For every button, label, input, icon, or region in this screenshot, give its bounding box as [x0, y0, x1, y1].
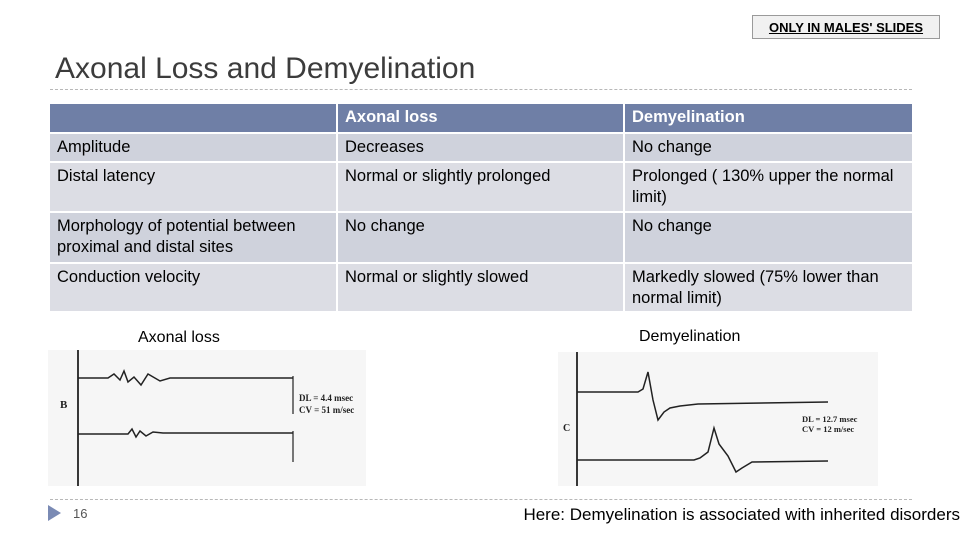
demyelination-ncs-trace: C DL = 12.7 msec CV = 12 m/sec	[558, 352, 878, 486]
comparison-table: Axonal loss Demyelination Amplitude Decr…	[48, 102, 914, 313]
table-cell: Normal or slightly prolonged	[336, 161, 625, 213]
table-cell: Markedly slowed (75% lower than normal l…	[623, 262, 914, 313]
table-cell: No change	[336, 211, 625, 264]
axonal-dl-label: DL = 4.4 msec	[299, 393, 353, 403]
table-cell: Amplitude	[48, 132, 338, 163]
demyelination-caption: Demyelination	[639, 328, 741, 345]
table-header-cell: Axonal loss	[336, 102, 625, 134]
bullet-arrow-icon	[48, 505, 61, 521]
table-header-row: Axonal loss Demyelination	[48, 102, 914, 134]
table-header-cell: Demyelination	[623, 102, 914, 134]
table-row: Conduction velocity Normal or slightly s…	[48, 262, 914, 313]
demyelination-cv-label: CV = 12 m/sec	[802, 424, 854, 434]
panel-label-c: C	[563, 423, 570, 434]
males-only-badge: ONLY IN MALES' SLIDES	[752, 15, 940, 39]
table-cell: Prolonged ( 130% upper the normal limit)	[623, 161, 914, 213]
table-cell: No change	[623, 132, 914, 163]
table-header-cell	[48, 102, 338, 134]
footer-divider	[50, 499, 912, 500]
table-row: Amplitude Decreases No change	[48, 132, 914, 163]
table-cell: Distal latency	[48, 161, 338, 213]
table-cell: Decreases	[336, 132, 625, 163]
panel-label-b: B	[60, 399, 68, 411]
slide-number: 16	[73, 506, 88, 521]
demyelination-dl-label: DL = 12.7 msec	[802, 414, 858, 424]
axonal-loss-ncs-trace: B DL = 4.4 msec CV = 51 m/sec	[48, 350, 366, 486]
table-row: Morphology of potential between proximal…	[48, 211, 914, 264]
table-cell: No change	[623, 211, 914, 264]
table-cell: Normal or slightly slowed	[336, 262, 625, 313]
title-divider	[50, 89, 912, 90]
axonal-loss-caption: Axonal loss	[138, 329, 220, 346]
footer-note: Here: Demyelination is associated with i…	[523, 505, 960, 524]
table-cell: Morphology of potential between proximal…	[48, 211, 338, 264]
axonal-cv-label: CV = 51 m/sec	[299, 405, 354, 415]
slide-title: Axonal Loss and Demyelination	[55, 52, 476, 85]
table-cell: Conduction velocity	[48, 262, 338, 313]
table-row: Distal latency Normal or slightly prolon…	[48, 161, 914, 213]
